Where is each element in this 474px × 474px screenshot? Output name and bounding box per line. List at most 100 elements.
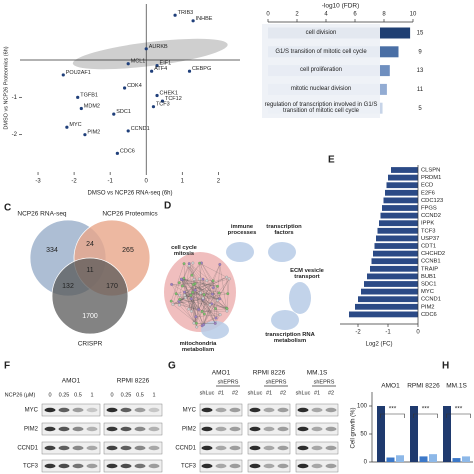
bar [429, 454, 437, 462]
cell-line-label: RPMI 8226 [117, 378, 150, 385]
network-node [190, 309, 193, 313]
band [72, 445, 84, 451]
bar [443, 406, 451, 462]
band [311, 426, 323, 432]
gene-point [187, 69, 192, 73]
category-label-box: cell proliferation [262, 61, 380, 81]
network-edge [217, 300, 228, 312]
protein-label: MYC [183, 408, 197, 414]
network-edge [172, 304, 197, 324]
category-label: mitotic nuclear division [262, 79, 380, 99]
panel-letter: D [164, 201, 171, 212]
protein-label: MYC [25, 408, 39, 414]
category-label: E2F6 [421, 190, 435, 196]
network-node [187, 307, 191, 311]
network-edge [226, 277, 228, 294]
network-node [191, 290, 195, 294]
band [44, 463, 56, 469]
network-node [184, 296, 187, 300]
cluster-label-box: immune processes [228, 224, 257, 236]
network-edge [189, 263, 218, 287]
bar [386, 182, 418, 189]
network-edge [183, 278, 216, 324]
cluster-region [289, 282, 311, 314]
dose-label: 0.5 [74, 392, 82, 398]
gene-label: ATF4 [154, 66, 167, 72]
category-label: BUB1 [421, 274, 436, 280]
bar [380, 212, 418, 219]
significance: *** [422, 406, 430, 413]
category-label-box: regulation of transcription involved in … [262, 98, 380, 118]
network-node [177, 300, 181, 303]
network-node [183, 293, 187, 297]
band [297, 426, 309, 432]
significance: *** [455, 406, 463, 413]
network-node [214, 307, 217, 310]
network-node [194, 315, 198, 319]
network-node [216, 284, 219, 288]
construct-label: shEPRS [218, 379, 239, 385]
gene-point [112, 112, 116, 116]
network-edge [202, 279, 211, 305]
network-node [192, 277, 196, 281]
blot [103, 459, 163, 473]
band [106, 407, 118, 413]
gene-point [150, 69, 154, 73]
network-node [218, 297, 222, 301]
blot [41, 422, 101, 436]
band [215, 445, 227, 451]
network-edge [203, 304, 211, 325]
network-edge [193, 278, 230, 324]
protein-label: PIM2 [182, 427, 197, 433]
network-node [217, 291, 221, 295]
x-tick-label: 0 [416, 330, 420, 336]
cluster-label: cell cycle mitosis [171, 244, 197, 257]
set-label: NCP26 Proteomics [102, 211, 158, 218]
gene-point [191, 19, 195, 23]
network-node [178, 293, 181, 297]
x-tick-label: -1 [385, 330, 391, 336]
band [263, 463, 275, 469]
band [215, 407, 227, 413]
network-node [169, 299, 173, 303]
cluster-label: ECM vesicle transport [290, 267, 324, 280]
lane-label: shLuc [200, 390, 215, 396]
set-label: NCP26 RNA-seq [17, 211, 67, 218]
gene-label: AURKB [149, 44, 168, 50]
network-node [197, 308, 201, 311]
band [263, 426, 275, 432]
band [44, 407, 56, 413]
lane-label: #2 [232, 390, 238, 396]
y-axis-label: Cell growth (%) [351, 407, 357, 448]
bar [377, 406, 385, 462]
x-tick-label: 2 [295, 12, 299, 18]
bar [349, 311, 418, 318]
band [106, 463, 118, 469]
band [229, 445, 241, 451]
gene-label: EIF1 [160, 61, 172, 67]
network-edge [171, 283, 196, 285]
panel-letter: H [442, 361, 449, 372]
cluster-label-box: transcription factors [266, 224, 301, 236]
band [297, 463, 309, 469]
network-edge [184, 295, 212, 304]
dose-label: 0.25 [121, 392, 132, 398]
band [325, 445, 337, 451]
gene-point [144, 47, 148, 51]
band [134, 426, 146, 432]
y-tick-label: -1 [12, 95, 18, 101]
gene-point [79, 106, 83, 111]
band [277, 407, 289, 413]
network-edge [172, 293, 228, 305]
x-tick-label: 0 [266, 12, 270, 18]
bar [364, 281, 418, 287]
category-label: SDC1 [421, 282, 436, 288]
gene-label: CDK4 [127, 83, 142, 89]
cell-line-label: MM.1S [307, 370, 328, 377]
network-node [225, 275, 228, 279]
bar [370, 265, 418, 272]
gene-label: TGFB1 [80, 92, 98, 98]
network-edge [199, 278, 220, 299]
network-node [198, 261, 201, 265]
x-tick-label: -3 [35, 179, 41, 185]
